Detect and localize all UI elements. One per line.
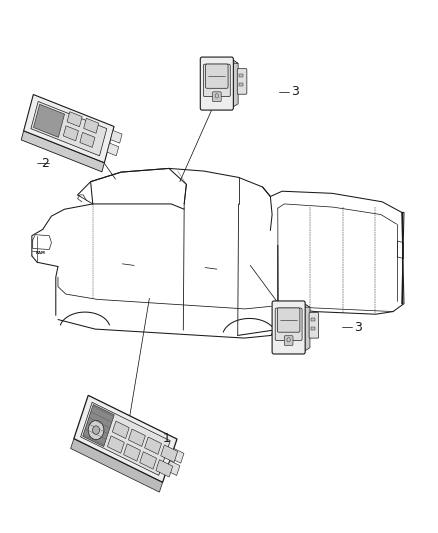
- FancyBboxPatch shape: [284, 336, 293, 345]
- Polygon shape: [80, 132, 95, 148]
- Text: 1: 1: [162, 432, 170, 446]
- FancyBboxPatch shape: [212, 92, 221, 102]
- Bar: [240, 83, 244, 86]
- FancyBboxPatch shape: [277, 308, 300, 332]
- Polygon shape: [232, 59, 238, 108]
- Bar: [311, 327, 315, 330]
- Polygon shape: [107, 143, 119, 156]
- FancyBboxPatch shape: [309, 312, 319, 338]
- Polygon shape: [304, 303, 310, 352]
- Polygon shape: [71, 439, 162, 492]
- Polygon shape: [124, 444, 141, 461]
- Polygon shape: [107, 436, 124, 453]
- Polygon shape: [156, 459, 173, 477]
- FancyBboxPatch shape: [203, 64, 230, 96]
- Polygon shape: [145, 437, 162, 454]
- Text: RAM: RAM: [35, 251, 46, 255]
- Polygon shape: [34, 104, 64, 138]
- Polygon shape: [24, 94, 114, 163]
- Polygon shape: [166, 461, 180, 475]
- FancyBboxPatch shape: [200, 57, 233, 110]
- Text: 3: 3: [291, 85, 299, 98]
- Polygon shape: [140, 452, 157, 469]
- FancyBboxPatch shape: [272, 301, 305, 354]
- Polygon shape: [274, 303, 310, 308]
- Text: 3: 3: [354, 321, 362, 334]
- Polygon shape: [161, 445, 178, 462]
- Polygon shape: [74, 395, 177, 482]
- Polygon shape: [202, 59, 238, 63]
- Bar: [240, 74, 244, 77]
- Polygon shape: [171, 448, 184, 463]
- FancyBboxPatch shape: [275, 308, 302, 341]
- Polygon shape: [67, 112, 82, 127]
- Polygon shape: [83, 405, 114, 447]
- Text: 2: 2: [42, 157, 49, 169]
- Circle shape: [88, 421, 104, 440]
- Bar: [311, 318, 315, 321]
- Polygon shape: [31, 101, 107, 156]
- Polygon shape: [64, 126, 78, 141]
- Polygon shape: [110, 131, 122, 143]
- FancyBboxPatch shape: [237, 69, 247, 94]
- Polygon shape: [112, 421, 129, 439]
- FancyBboxPatch shape: [205, 64, 228, 88]
- Polygon shape: [81, 402, 170, 475]
- Polygon shape: [84, 118, 99, 133]
- Polygon shape: [128, 429, 145, 447]
- Circle shape: [92, 426, 99, 434]
- Polygon shape: [21, 131, 104, 172]
